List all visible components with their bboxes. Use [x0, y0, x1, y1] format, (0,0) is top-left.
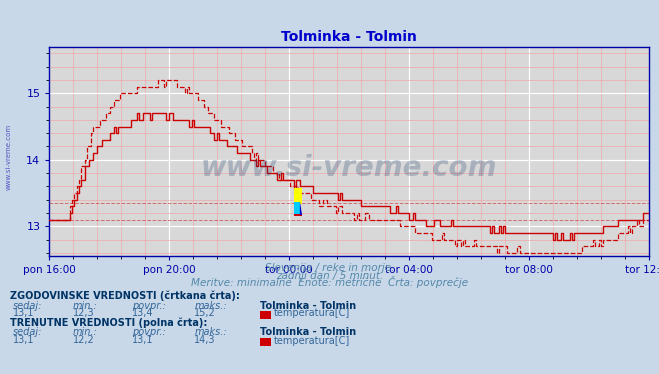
Text: temperatura[C]: temperatura[C] [273, 336, 350, 346]
Text: ZGODOVINSKE VREDNOSTI (črtkana črta):: ZGODOVINSKE VREDNOSTI (črtkana črta): [10, 291, 240, 301]
Text: min.:: min.: [72, 301, 98, 310]
Text: 13,4: 13,4 [132, 308, 154, 318]
Text: maks.:: maks.: [194, 301, 227, 310]
Text: 13,1: 13,1 [13, 335, 35, 345]
Bar [295, 188, 302, 204]
Bar [295, 214, 302, 216]
Polygon shape [300, 201, 302, 215]
Text: maks.:: maks.: [194, 328, 227, 337]
Text: 12,3: 12,3 [72, 308, 94, 318]
Text: Tolminka - Tolmin: Tolminka - Tolmin [260, 301, 357, 310]
Text: sedaj:: sedaj: [13, 301, 43, 310]
Text: povpr.:: povpr.: [132, 301, 165, 310]
Text: www.si-vreme.com: www.si-vreme.com [201, 154, 498, 182]
Text: min.:: min.: [72, 328, 98, 337]
Text: sedaj:: sedaj: [13, 328, 43, 337]
Text: temperatura[C]: temperatura[C] [273, 309, 350, 318]
Text: www.si-vreme.com: www.si-vreme.com [5, 124, 11, 190]
Text: 15,2: 15,2 [194, 308, 216, 318]
Text: 14,3: 14,3 [194, 335, 216, 345]
Text: povpr.:: povpr.: [132, 328, 165, 337]
Text: 12,2: 12,2 [72, 335, 94, 345]
Text: 13,1: 13,1 [13, 308, 35, 318]
Text: Slovenija / reke in morje.: Slovenija / reke in morje. [265, 263, 394, 273]
Text: TRENUTNE VREDNOSTI (polna črta):: TRENUTNE VREDNOSTI (polna črta): [10, 318, 208, 328]
Title: Tolminka - Tolmin: Tolminka - Tolmin [281, 30, 417, 44]
Text: 13,1: 13,1 [132, 335, 154, 345]
Bar [295, 202, 300, 215]
Text: zadnji dan / 5 minut.: zadnji dan / 5 minut. [276, 271, 383, 280]
Text: Tolminka - Tolmin: Tolminka - Tolmin [260, 328, 357, 337]
Text: Meritve: minimalne  Enote: metrične  Črta: povprečje: Meritve: minimalne Enote: metrične Črta:… [191, 276, 468, 288]
